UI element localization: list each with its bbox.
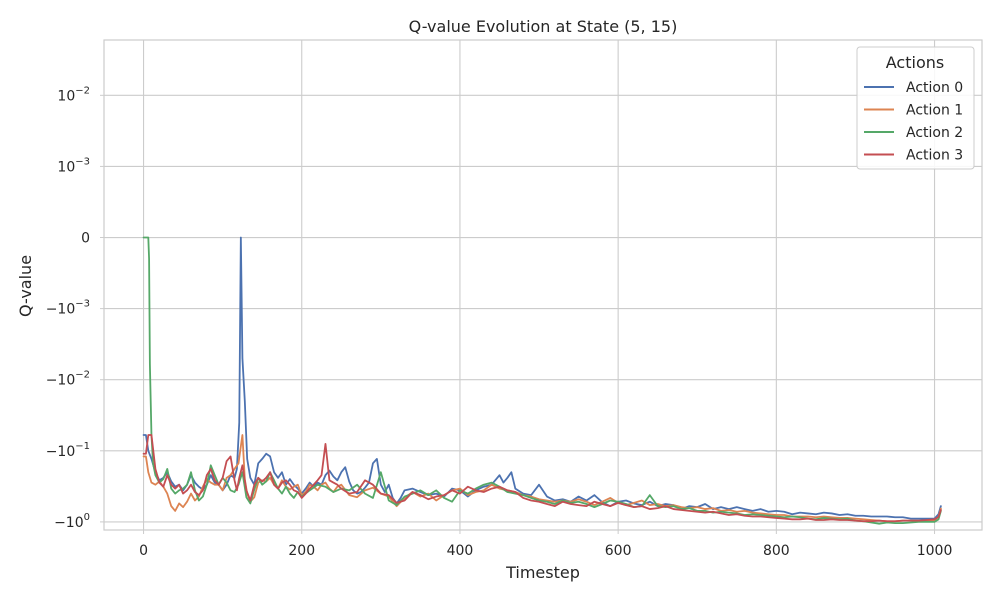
legend-label-action-0: Action 0 <box>906 80 963 96</box>
y-axis-label: Q-value <box>16 255 35 317</box>
y-tick-label: −10−3 <box>46 299 90 318</box>
y-tick-label: 10−3 <box>57 156 90 175</box>
legend-entries: Action 0 Action 1 Action 2 Action 3 <box>864 80 963 164</box>
series-line-action-1 <box>142 434 942 523</box>
series-line-action-0 <box>142 236 942 520</box>
y-tick-label: 0 <box>81 231 90 247</box>
legend-label-action-1: Action 1 <box>906 103 963 119</box>
chart-title: Q-value Evolution at State (5, 15) <box>409 17 678 36</box>
x-axis-ticks: 0 200 400 600 800 1000 <box>139 530 952 559</box>
plot-frame <box>103 39 983 531</box>
legend-label-action-2: Action 2 <box>906 125 963 141</box>
y-axis-ticks: 10−2 10−3 0 −10−3 −10−2 −10−1 −100 <box>46 85 104 531</box>
x-tick-label: 1000 <box>917 543 953 559</box>
grid <box>104 40 982 530</box>
y-tick-label: −10−2 <box>46 370 90 389</box>
x-axis-label: Timestep <box>505 563 580 582</box>
series-lines <box>142 236 942 525</box>
x-tick-label: 400 <box>447 543 474 559</box>
y-tick-label: −100 <box>54 512 90 531</box>
legend: Actions Action 0 Action 1 Action 2 Action 3 <box>856 46 975 170</box>
x-tick-label: 600 <box>605 543 632 559</box>
y-tick-label: 10−2 <box>57 85 90 104</box>
y-tick-label: −10−1 <box>46 441 90 460</box>
x-tick-label: 200 <box>288 543 315 559</box>
series-line-action-2 <box>142 236 942 525</box>
x-tick-label: 800 <box>763 543 790 559</box>
series-line-action-3 <box>142 434 942 523</box>
legend-box <box>856 46 975 170</box>
x-tick-label: 0 <box>139 543 148 559</box>
legend-label-action-3: Action 3 <box>906 148 963 164</box>
legend-title: Actions <box>886 53 944 72</box>
